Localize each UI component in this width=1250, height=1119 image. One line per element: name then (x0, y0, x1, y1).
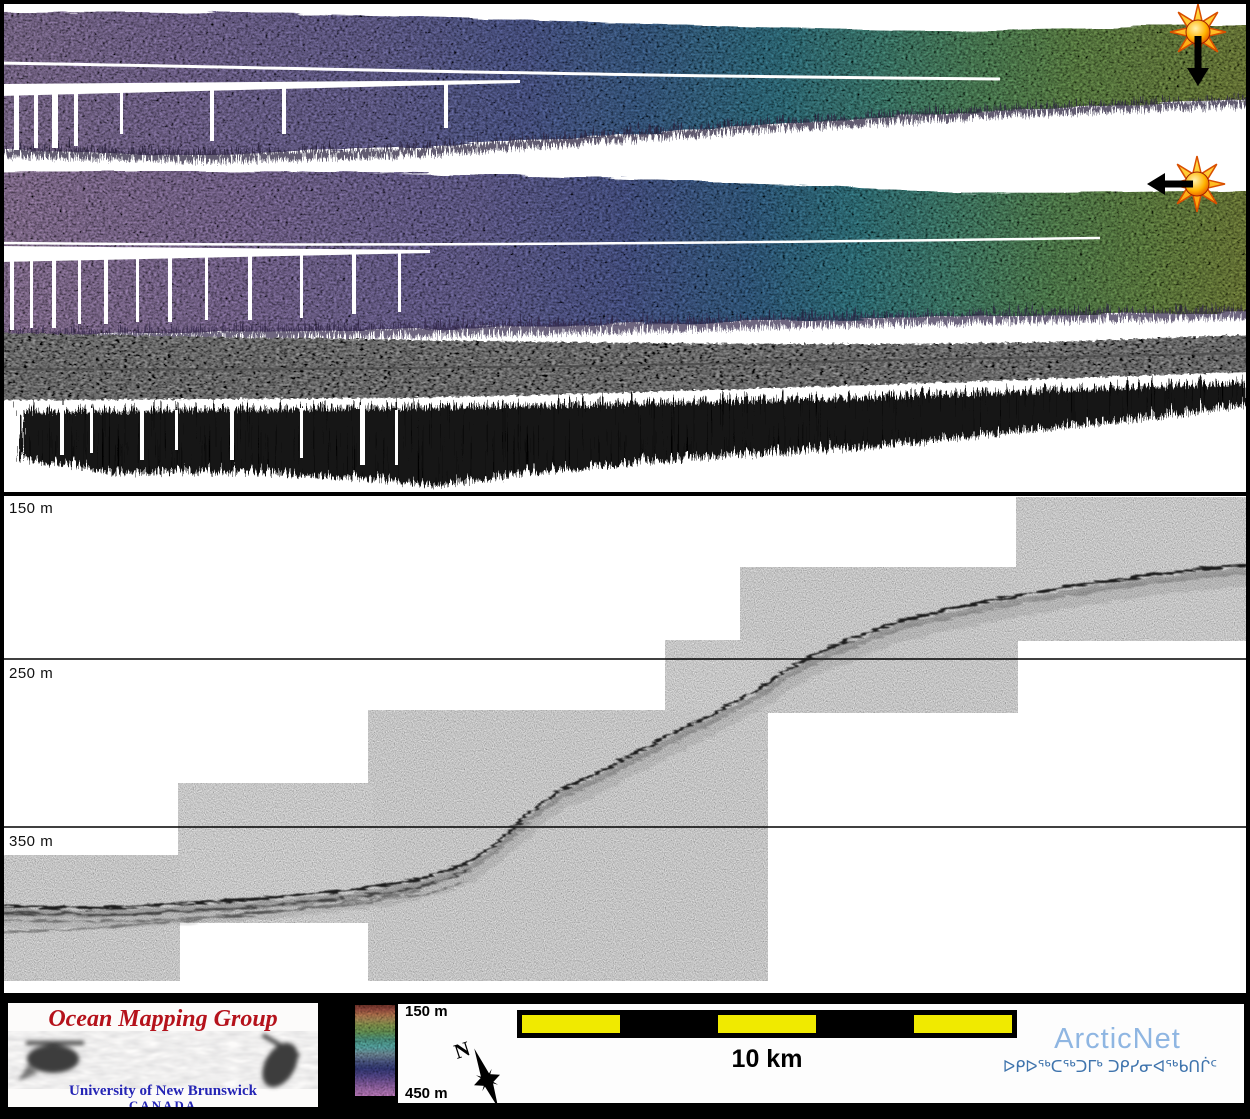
subbottom-reflector-deep (0, 890, 421, 933)
north-arrow-icon: N (435, 1033, 535, 1115)
depth-label-250m: 250 m (9, 665, 54, 682)
omg-logo-aircraft-silhouettes (18, 1033, 301, 1088)
omg-country: CANADA (128, 1098, 198, 1107)
seafloor-trace (0, 563, 1250, 933)
frame-border-right (1246, 0, 1250, 1119)
section-divider (0, 492, 1250, 496)
colorbar-label-deep: 450 m (405, 1085, 448, 1102)
compass-n-label: N (451, 1036, 473, 1064)
scale-bar-segment (914, 1015, 1012, 1033)
scale-bar (517, 1010, 1017, 1038)
sidescan-fringe (15, 377, 1250, 480)
scale-bar-segment (522, 1015, 620, 1033)
arcticnet-inuktitut: ᐅᑭᐅᖅᑕᖅᑐᒥᒃ ᑐᑭᓯᓂᐊᖅᑲᑎᒌᑦ (1002, 1057, 1218, 1076)
depth-label-150m: 150 m (9, 500, 54, 517)
scale-bar-segment (718, 1015, 816, 1033)
frame-border-top (0, 0, 1250, 4)
subbottom-profile-graphic (0, 497, 1250, 981)
bathymetry-swaths-graphic (0, 4, 1250, 480)
sidescan-nadir-line (0, 352, 1250, 371)
scale-bar-label: 10 km (731, 1045, 803, 1073)
omg-logo-art (8, 1003, 318, 1107)
sidescan-fringe-gaps (60, 405, 398, 465)
bathymetry-swath-upper (0, 11, 1250, 156)
arcticnet-wordmark: ArcticNet (1054, 1023, 1181, 1055)
omg-university: University of New Brunswick (69, 1083, 257, 1099)
depth-colorbar (355, 1005, 395, 1096)
sun-arrow-down-icon (1169, 4, 1227, 86)
swath-upper-nadir-gap (0, 61, 1001, 81)
swath-upper-data-gaps (14, 84, 448, 150)
bathymetry-swath-lower (0, 170, 1250, 335)
scale-bar-segment (816, 1015, 914, 1033)
scale-bar-segment (620, 1015, 718, 1033)
sidescan-swath (0, 333, 1250, 480)
swath-lower-nadir-gap (0, 236, 1101, 246)
sun-arrow-left-icon (1147, 155, 1226, 213)
frame-border-left (0, 0, 4, 1119)
footer-legend-bar: Ocean Mapping Group University of New Br… (0, 993, 1250, 1119)
subbottom-reflector-1 (0, 869, 471, 916)
omg-logo: Ocean Mapping Group University of New Br… (8, 1003, 318, 1107)
depth-label-350m: 350 m (9, 833, 54, 850)
colorbar-label-shallow: 150 m (405, 1003, 448, 1020)
omg-title: Ocean Mapping Group (48, 1006, 278, 1032)
swath-lower-data-gaps (10, 250, 401, 330)
